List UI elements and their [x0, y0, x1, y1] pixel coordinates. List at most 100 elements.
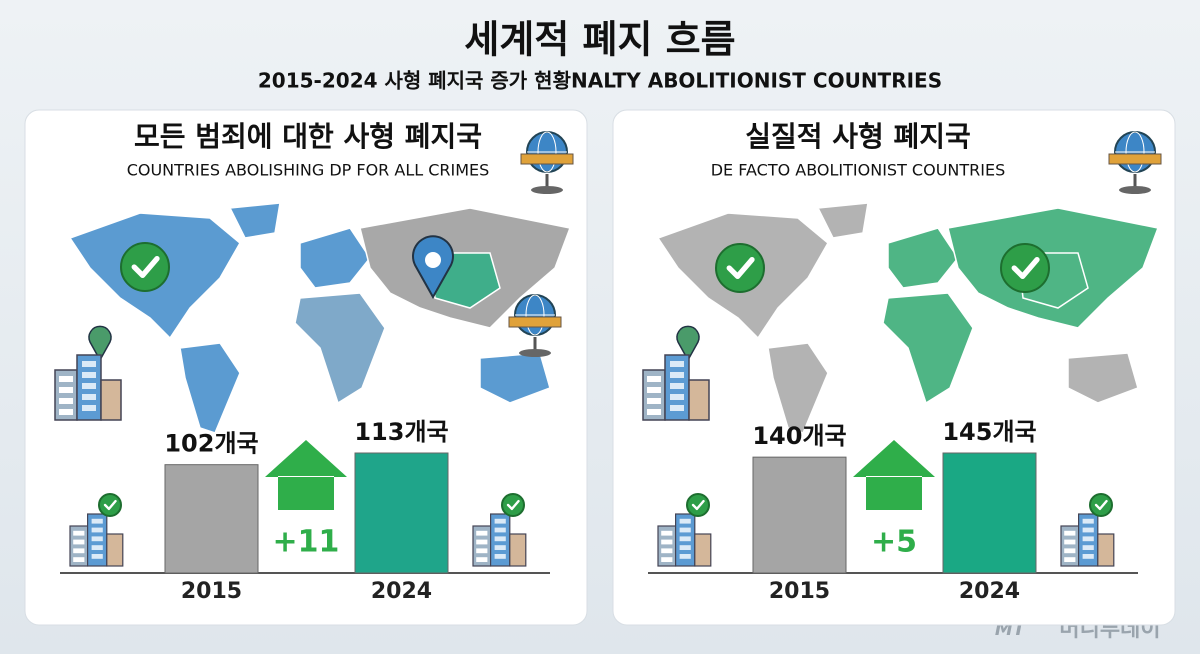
bar [354, 452, 449, 574]
world-map [68, 202, 572, 434]
window [661, 548, 673, 554]
window [1082, 554, 1094, 559]
pin-dot [425, 252, 441, 268]
value-label: 102개국 [164, 430, 258, 458]
building [694, 533, 712, 567]
window [679, 527, 691, 533]
window [494, 545, 506, 550]
panel: 실질적 사형 폐지국 DE FACTO ABOLITIONIST COUNTRIE… [612, 109, 1176, 626]
up-arrow [265, 440, 347, 510]
window [1082, 536, 1094, 542]
window [476, 530, 488, 536]
window [73, 539, 85, 545]
window [59, 409, 73, 415]
check-badge [1089, 493, 1113, 517]
globe-base [531, 186, 563, 194]
up-arrow [853, 440, 935, 510]
window [59, 398, 73, 404]
window [647, 398, 661, 404]
check-badge [1000, 243, 1050, 293]
category-label: 2015 [769, 579, 830, 604]
banner [520, 153, 574, 165]
globe-base [1119, 186, 1151, 194]
window [1064, 530, 1076, 536]
check-mark [103, 499, 117, 511]
window [476, 548, 488, 554]
panel-title: 실질적 사형 폐지국 [745, 120, 971, 153]
buildings-icon [54, 354, 122, 421]
window [647, 409, 661, 415]
banner [1108, 153, 1162, 165]
buildings-icon [472, 513, 527, 567]
window [1082, 545, 1094, 550]
category-label: 2024 [371, 579, 432, 604]
check-mark [1094, 499, 1108, 511]
building [106, 533, 124, 567]
window [647, 387, 661, 393]
window [91, 536, 103, 542]
bar [164, 464, 259, 574]
window [679, 554, 691, 559]
panel: 모든 범죄에 대한 사형 폐지국 COUNTRIES ABOLISHING DP … [24, 109, 588, 626]
continent [299, 227, 371, 289]
check-badge [98, 493, 122, 517]
window [1064, 548, 1076, 554]
window [91, 527, 103, 533]
window [679, 518, 691, 524]
window [73, 548, 85, 554]
check-badge [715, 243, 765, 293]
window [73, 557, 85, 562]
check-mark [726, 256, 755, 280]
window [91, 518, 103, 524]
building [688, 379, 710, 421]
buildings-icon [657, 513, 712, 567]
window [670, 394, 684, 400]
window [91, 545, 103, 550]
window [494, 536, 506, 542]
location-pin [88, 325, 112, 362]
building [1097, 533, 1115, 567]
buildings-icon [1060, 513, 1115, 567]
check-badge [120, 242, 170, 292]
continent [882, 292, 974, 405]
window [59, 387, 73, 393]
window [661, 557, 673, 562]
window [661, 530, 673, 536]
panel-subtitle: COUNTRIES ABOLISHING DP FOR ALL CRIMES [127, 161, 490, 180]
window [59, 376, 73, 382]
window [1064, 557, 1076, 562]
panel-title: 모든 범죄에 대한 사형 폐지국 [134, 120, 482, 153]
panel-subtitle: DE FACTO ABOLITIONIST COUNTRIES [711, 161, 1006, 180]
bar [752, 456, 847, 574]
continent [179, 342, 241, 434]
continent [228, 202, 281, 239]
window [647, 376, 661, 382]
category-label: 2024 [959, 579, 1020, 604]
banner [508, 316, 562, 328]
window [670, 361, 684, 367]
bar [942, 452, 1037, 574]
window [1082, 527, 1094, 533]
window [494, 554, 506, 559]
window [1064, 539, 1076, 545]
window [73, 530, 85, 536]
window [82, 361, 96, 367]
window [82, 405, 96, 411]
category-label: 2015 [181, 579, 242, 604]
window [494, 518, 506, 524]
continent [294, 292, 386, 405]
continent [816, 202, 869, 239]
window [476, 557, 488, 562]
continent [1067, 352, 1139, 404]
change-annotation: +5 [871, 525, 917, 560]
check-mark [691, 499, 705, 511]
location-pin [676, 325, 700, 362]
globe-base [519, 349, 551, 357]
window [1082, 518, 1094, 524]
value-label: 113개국 [354, 418, 448, 446]
value-label: 145개국 [942, 418, 1036, 446]
check-mark [506, 499, 520, 511]
buildings-icon [642, 354, 710, 421]
window [670, 372, 684, 378]
